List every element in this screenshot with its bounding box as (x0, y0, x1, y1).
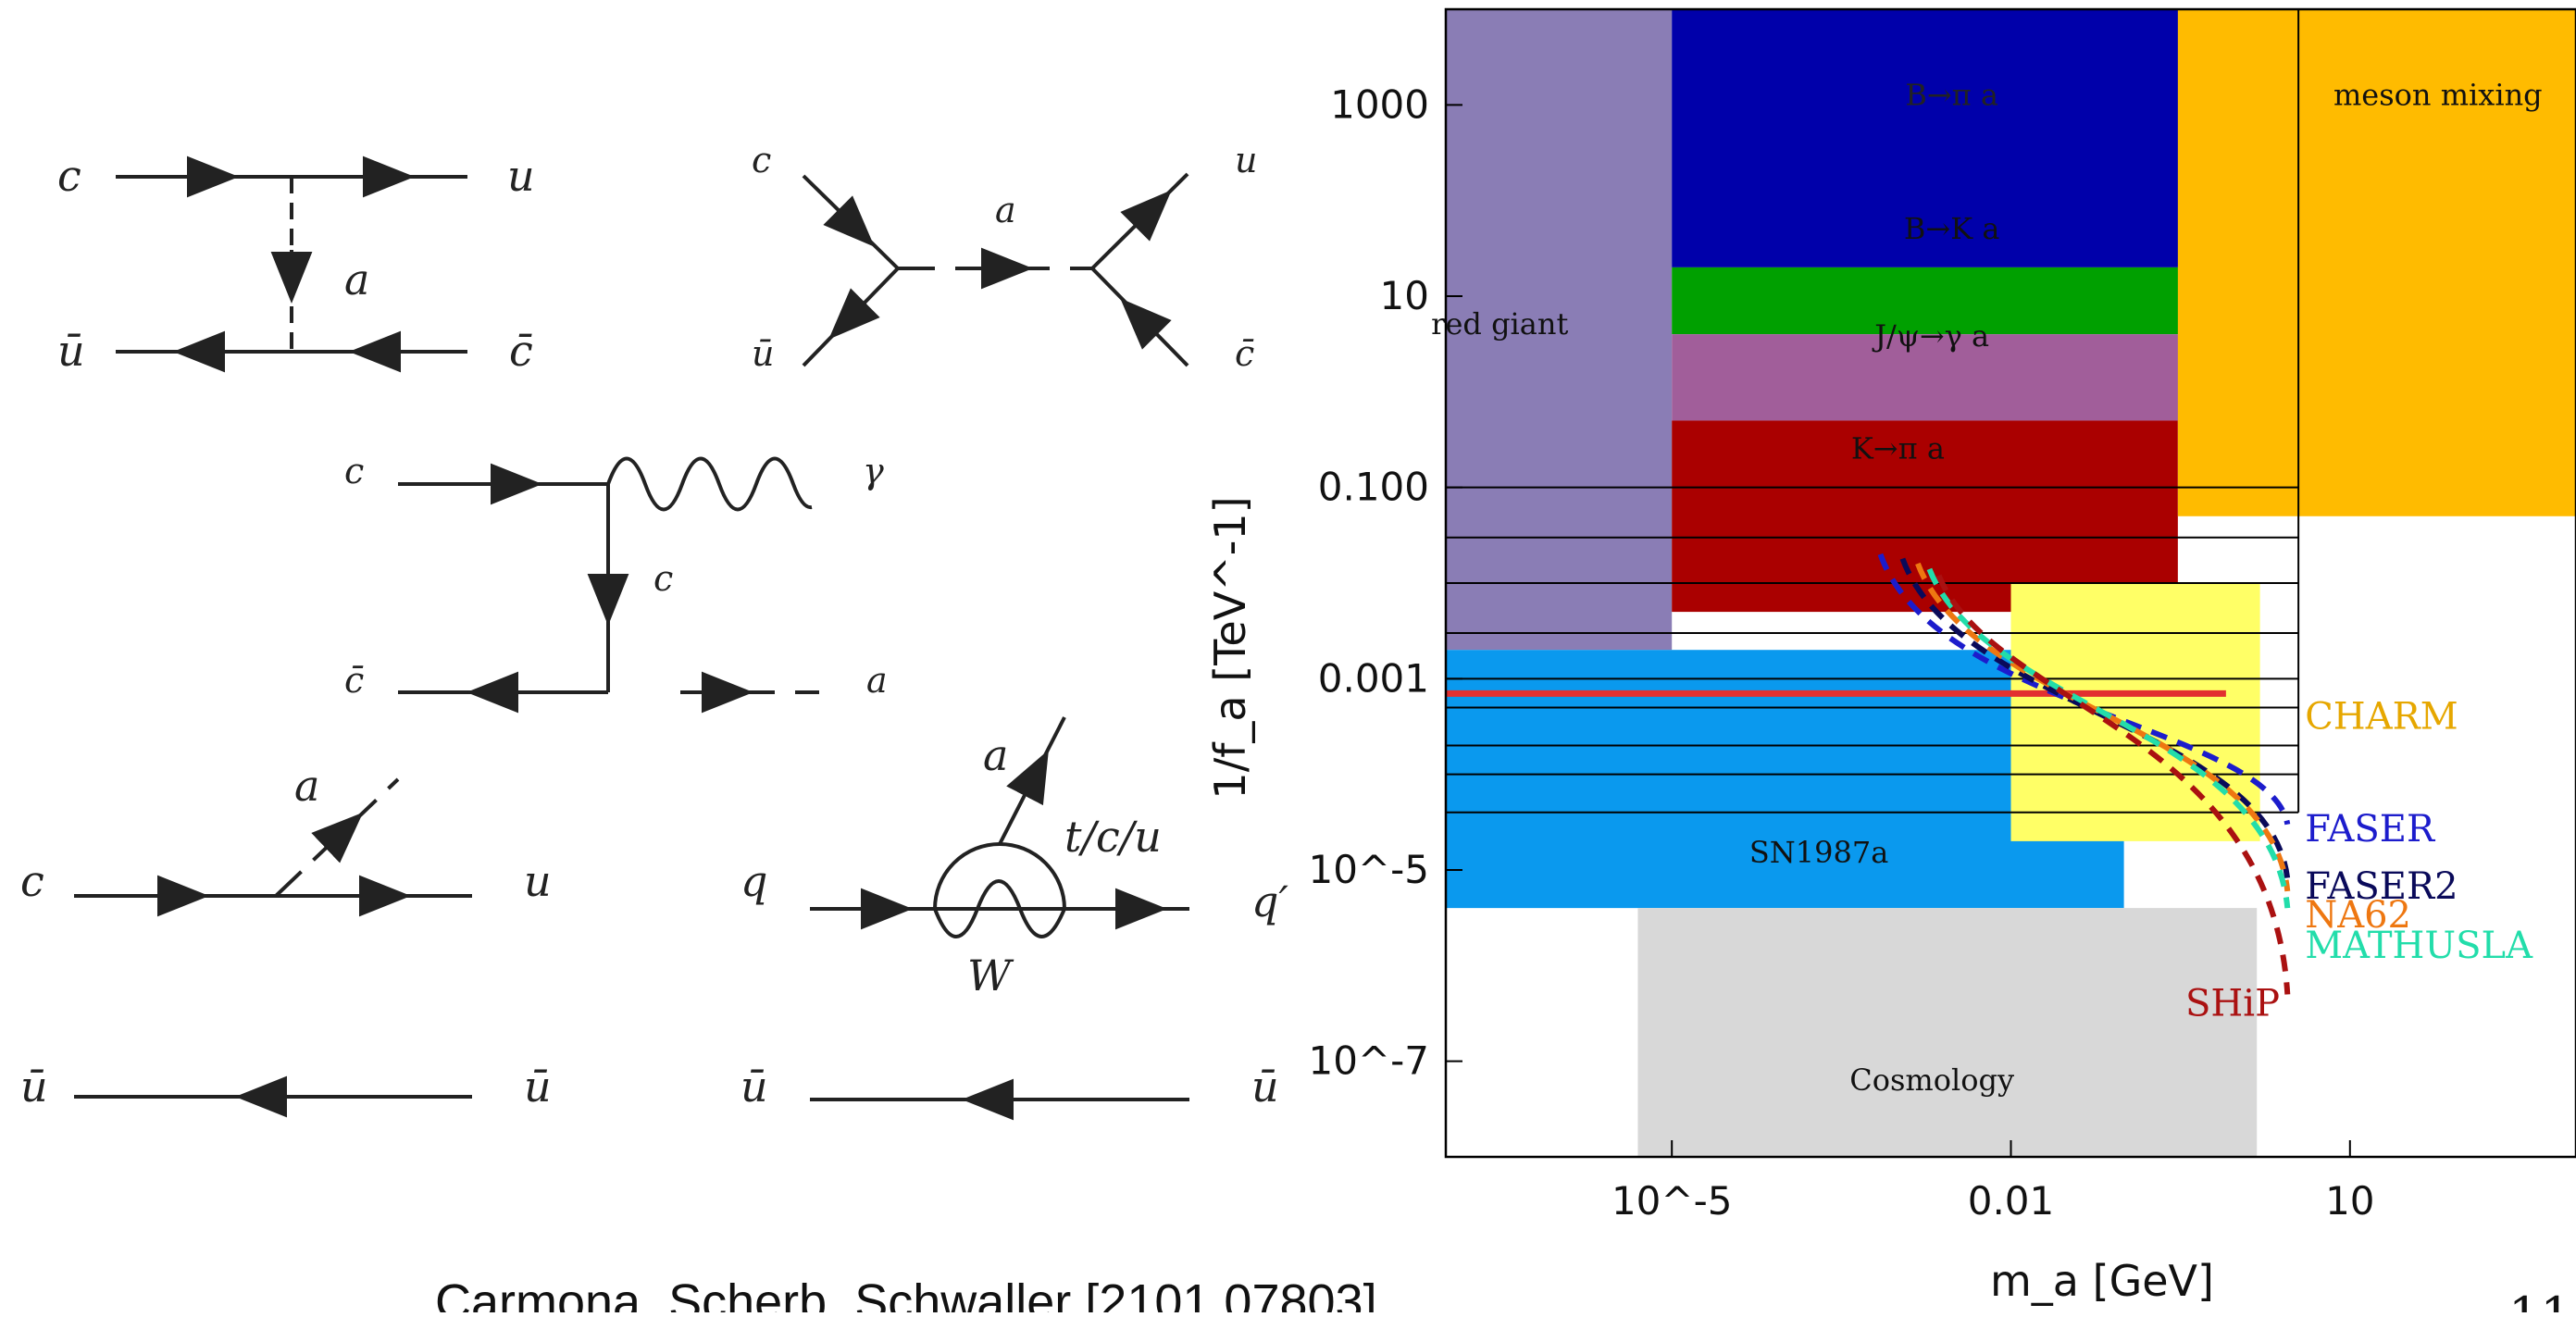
y-tick-label: 10^-7 (1308, 1038, 1429, 1084)
d4-label-u: u (524, 856, 552, 906)
d5-label-ubar-left: ū (740, 1062, 768, 1112)
feynman-diagram-5 (810, 716, 1189, 1121)
d3-label-a: a (866, 660, 888, 701)
d1-label-ubar: ū (57, 326, 85, 376)
x-axis-label: m_a [GeV] (1990, 1256, 2214, 1306)
d5-label-a: a (983, 730, 1008, 780)
region-label-sn1987a: SN1987a (1749, 835, 1888, 870)
x-axis-title: m_a [GeV] (1990, 1256, 2214, 1306)
region-label-red-giant: red giant (1431, 306, 1568, 342)
region-label-meson-mixing: meson mixing (2333, 77, 2543, 112)
projection-na62 (1915, 562, 2291, 892)
d5-label-q: q (740, 856, 767, 906)
page-number: 11 (2508, 1286, 2572, 1312)
region-label-b-k-a: B→K a (1904, 211, 1999, 246)
annotation-mathusla: MATHUSLA (2305, 925, 2533, 967)
y-tick-label: 10 (1380, 273, 1429, 318)
d5-label-ubar-right: ū (1251, 1062, 1279, 1112)
y-axis-label: 1/f_a [TeV^-1] (1205, 496, 1255, 799)
d4-label-ubar-left: ū (20, 1062, 48, 1112)
d3-label-c-mid: c (653, 558, 673, 599)
annotation-na62: NA62 (2305, 894, 2411, 937)
citation-text: Carmona, Scherb, Schwaller [2101.07803] (435, 1274, 1377, 1312)
d4-label-ubar-right: ū (524, 1062, 552, 1112)
d2-label-c: c (752, 140, 771, 180)
d2-label-a: a (995, 190, 1016, 230)
y-tick-label: 0.001 (1318, 655, 1429, 701)
region-label-k-a: K→π a (1851, 431, 1945, 466)
projection-faser2 (1899, 557, 2291, 880)
region-label-b-a: B→π a (1905, 77, 1998, 112)
d1-label-c: c (57, 151, 81, 201)
feynman-diagram-1 (116, 155, 467, 373)
x-tick-label: 0.01 (1968, 1178, 2055, 1224)
d1-label-a: a (344, 255, 369, 304)
region-j-a (1672, 334, 2242, 421)
d3-label-c: c (344, 451, 364, 491)
y-axis-title: 1/f_a [TeV^-1] (1205, 496, 1255, 799)
projection-faser (1877, 553, 2291, 826)
d2-label-cbar: c̄ (1235, 333, 1254, 374)
annotation-ship: SHiP (2185, 982, 2280, 1025)
region-red-giant (1446, 9, 1673, 651)
region-meson-mixing (2177, 9, 2576, 516)
region-charm (2010, 583, 2260, 841)
y-tick-label: 0.100 (1318, 465, 1429, 510)
d3-label-gamma: γ (863, 451, 884, 491)
axion-exclusion-chart: 10^-5 0.01 10 1000 10 0.100 0.001 10^-5 10^-7 re… (1308, 7, 2576, 1224)
d1-label-cbar: c̄ (509, 326, 533, 376)
annotation-charm: CHARM (2305, 695, 2458, 738)
y-tick-label: 10^-5 (1308, 847, 1429, 892)
annotation-faser: FASER (2305, 808, 2436, 851)
x-tick-label: 10^-5 (1612, 1178, 1733, 1224)
projection-mathusla (1926, 567, 2291, 909)
region-label-j-a: J/ψ→γ a (1872, 318, 1989, 354)
d4-label-a: a (294, 761, 319, 811)
d5-label-W: W (967, 950, 1014, 1000)
d5-label-qprime: q′ (1251, 876, 1288, 926)
d1-label-u: u (507, 151, 535, 201)
d2-label-u: u (1235, 140, 1257, 180)
feynman-diagram-4 (74, 777, 472, 1118)
x-tick-label: 10 (2325, 1178, 2374, 1224)
d2-label-ubar: ū (752, 333, 774, 374)
feynman-diagram-3 (398, 456, 819, 714)
region-cosmology (1637, 908, 2258, 1157)
region-k-a (1672, 420, 2178, 613)
feynman-diagram-2 (802, 172, 1189, 367)
d4-label-c: c (20, 856, 44, 906)
projection-ship (1935, 574, 2291, 995)
d5-label-tcu: t/c/u (1064, 812, 1162, 862)
region-label-cosmology: Cosmology (1849, 1062, 2014, 1098)
d3-label-cbar: c̄ (344, 660, 364, 701)
annotation-faser2: FASER2 (2305, 865, 2458, 908)
y-tick-label: 1000 (1330, 81, 1429, 127)
